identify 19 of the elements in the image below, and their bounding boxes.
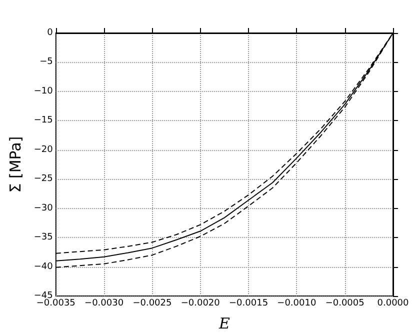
y-axis-title: Σ [MPa] — [6, 136, 24, 193]
x-tick-label: −0.0025 — [132, 298, 172, 308]
y-tick-label: −25 — [34, 174, 53, 184]
y-tick-label: −5 — [40, 57, 53, 68]
x-tick-label: 0.0000 — [377, 298, 410, 308]
x-tick-label: −0.0015 — [229, 298, 268, 308]
x-axis-title: E — [218, 314, 230, 332]
y-tick-label: 0 — [47, 28, 54, 38]
x-tick-label: −0.0020 — [180, 298, 220, 308]
y-tick-label: −30 — [34, 203, 54, 214]
x-tick-label: −0.0030 — [84, 298, 124, 308]
x-tick-label: −0.0005 — [325, 298, 364, 308]
x-tick-label: −0.0035 — [36, 298, 76, 308]
y-tick-label: −20 — [34, 144, 54, 155]
y-tick-label: −35 — [34, 232, 53, 243]
y-tick-label: −40 — [34, 262, 54, 272]
y-tick-label: −10 — [34, 86, 54, 96]
x-tick-label: −0.0010 — [277, 298, 316, 308]
y-tick-label: −15 — [34, 116, 53, 126]
